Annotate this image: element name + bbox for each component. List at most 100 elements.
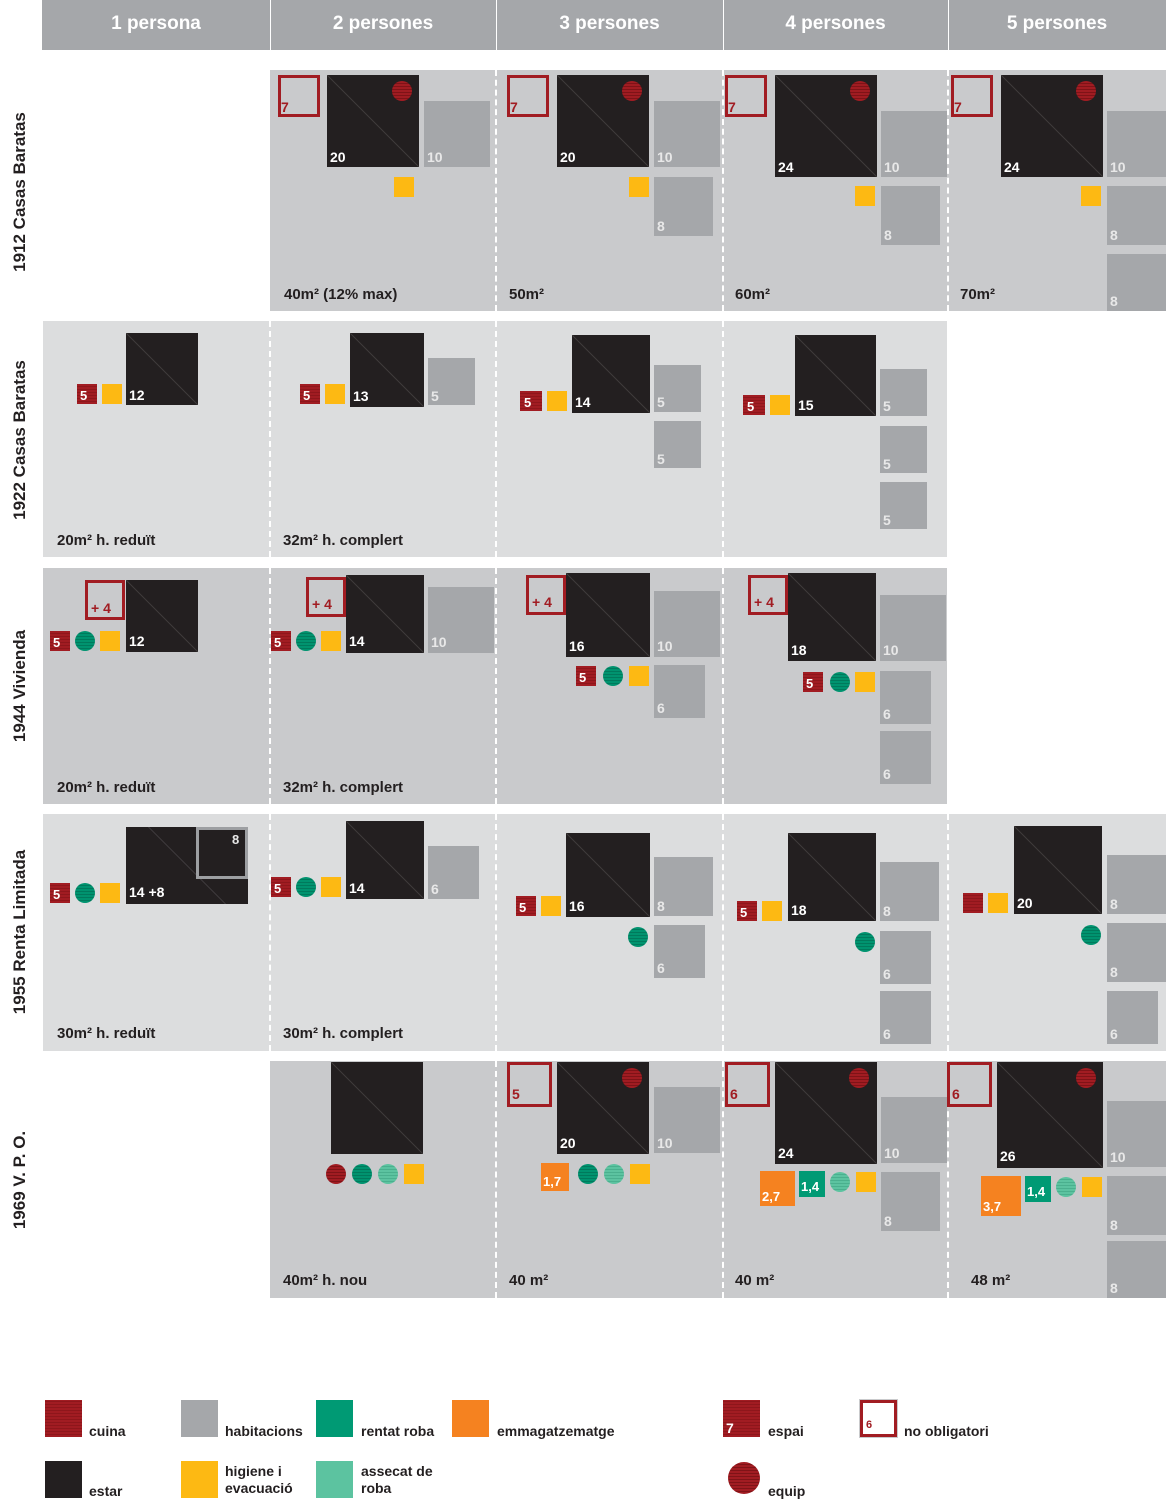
higiene-block [404, 1164, 424, 1184]
cuina-value: 5 [53, 887, 61, 902]
estar-value: 13 [353, 388, 369, 404]
estar-block [346, 821, 424, 899]
estar-value: 20 [560, 149, 576, 165]
estar-block [788, 573, 876, 661]
header-divider [948, 0, 949, 50]
emmagatzematge-value: 1,7 [543, 1174, 562, 1189]
habitacio-block [1107, 1176, 1166, 1235]
habitacio-block [654, 1087, 720, 1153]
rentat-roba-value: 1,4 [1027, 1184, 1046, 1199]
cuina-value: 5 [303, 388, 311, 403]
estar-value: 14 [575, 394, 591, 410]
cuina-block [743, 395, 765, 415]
column-header-1: 1 persona [111, 13, 201, 34]
cuina-value: 5 [806, 676, 814, 691]
legend-espai-number: 7 [726, 1420, 734, 1436]
cuina-block [737, 901, 757, 921]
column-header-2: 2 persones [332, 13, 434, 34]
cuina-equip-dot [326, 1164, 346, 1184]
estar-value: 26 [1000, 1148, 1016, 1164]
habitacio-block [880, 482, 927, 529]
header-divider [723, 0, 724, 50]
habitacio-block [654, 177, 713, 236]
espai-optional [278, 75, 320, 117]
cuina-block [576, 666, 596, 686]
estar-block [350, 333, 424, 407]
column-divider [269, 814, 271, 1051]
column-divider [947, 70, 949, 311]
espai-optional [85, 580, 125, 620]
legend-no-obligatori-number: 6 [866, 1419, 873, 1431]
habitacio-value: 10 [1110, 159, 1126, 175]
higiene-block [1082, 1177, 1102, 1197]
estar-value: 12 [129, 633, 145, 649]
habitacio-block [654, 591, 720, 657]
legend-cuina-swatch [45, 1400, 82, 1437]
habitacio-block [654, 421, 701, 468]
estar-block [997, 1062, 1103, 1168]
area-label: 40 m² [509, 1272, 549, 1289]
estar-value: 24 [1004, 159, 1020, 175]
habitacio-block [881, 1172, 940, 1231]
cuina-block [803, 672, 823, 692]
cuina-equip-dot [1076, 1068, 1096, 1088]
espai-value: + 4 [532, 594, 552, 610]
cuina-block [50, 631, 70, 651]
legend-no-obligatori-swatch [860, 1400, 897, 1437]
emmagatzematge-block [981, 1176, 1021, 1216]
legend-rentat-swatch [316, 1400, 353, 1437]
estar-block [566, 573, 650, 657]
espai-value: 6 [730, 1086, 738, 1102]
rentat-roba-dot [830, 672, 850, 692]
legend-cuina-label: cuina [89, 1423, 126, 1439]
habitacio-block [880, 991, 931, 1044]
habitacio-block [654, 857, 713, 916]
cuina-equip-dot [622, 81, 642, 101]
higiene-block [100, 631, 120, 651]
habitacio-value: 6 [883, 706, 891, 722]
cuina-equip-dot [849, 1068, 869, 1088]
habitacio-block [880, 369, 927, 416]
habitacio-block [1107, 254, 1166, 311]
higiene-block [629, 177, 649, 197]
area-label: 20m² h. reduït [57, 779, 156, 796]
higiene-block [855, 186, 875, 206]
habitacio-value: 8 [884, 1213, 892, 1229]
assecat-roba-dot [830, 1172, 850, 1192]
column-divider [495, 321, 497, 557]
habitacio-block [1107, 991, 1158, 1044]
espai-optional [725, 1062, 770, 1107]
legend-espai-label: espai [768, 1423, 804, 1439]
habitacio-value: 10 [657, 638, 673, 654]
rentat-roba-block [1025, 1176, 1051, 1202]
habitacio-block [1107, 186, 1166, 245]
header-divider [496, 0, 497, 50]
column-divider [722, 321, 724, 557]
higiene-block [762, 901, 782, 921]
cuina-value: 5 [80, 388, 88, 403]
espai-value: + 4 [91, 600, 111, 616]
area-label: 30m² h. complert [283, 1025, 404, 1042]
espai-value: + 4 [312, 596, 332, 612]
estar-block [331, 1062, 423, 1154]
estar-value: 20 [330, 149, 346, 165]
area-label: 60m² [735, 286, 771, 303]
column-header-5: 5 persones [1006, 13, 1108, 34]
legend-emmagatzematge-swatch [452, 1400, 489, 1437]
assecat-roba-dot [604, 1164, 624, 1184]
area-label: 20m² h. reduït [57, 532, 156, 549]
habitacio-value: 6 [883, 966, 891, 982]
rentat-roba-dot [855, 932, 875, 952]
espai-optional [507, 1062, 552, 1107]
legend-higiene-swatch [181, 1461, 218, 1498]
espai-optional [725, 75, 767, 117]
cuina-block [516, 896, 536, 916]
rentat-roba-dot [75, 631, 95, 651]
column-divider [495, 814, 497, 1051]
legend-assecat-label: assecat de roba [361, 1463, 433, 1496]
legend-higiene-label: higiene i evacuació [225, 1463, 293, 1496]
estar-value: 24 [778, 159, 794, 175]
cuina-equip-dot [622, 1068, 642, 1088]
legend-habitacions-label: habitacions [225, 1423, 303, 1439]
habitacio-value: 6 [883, 1026, 891, 1042]
